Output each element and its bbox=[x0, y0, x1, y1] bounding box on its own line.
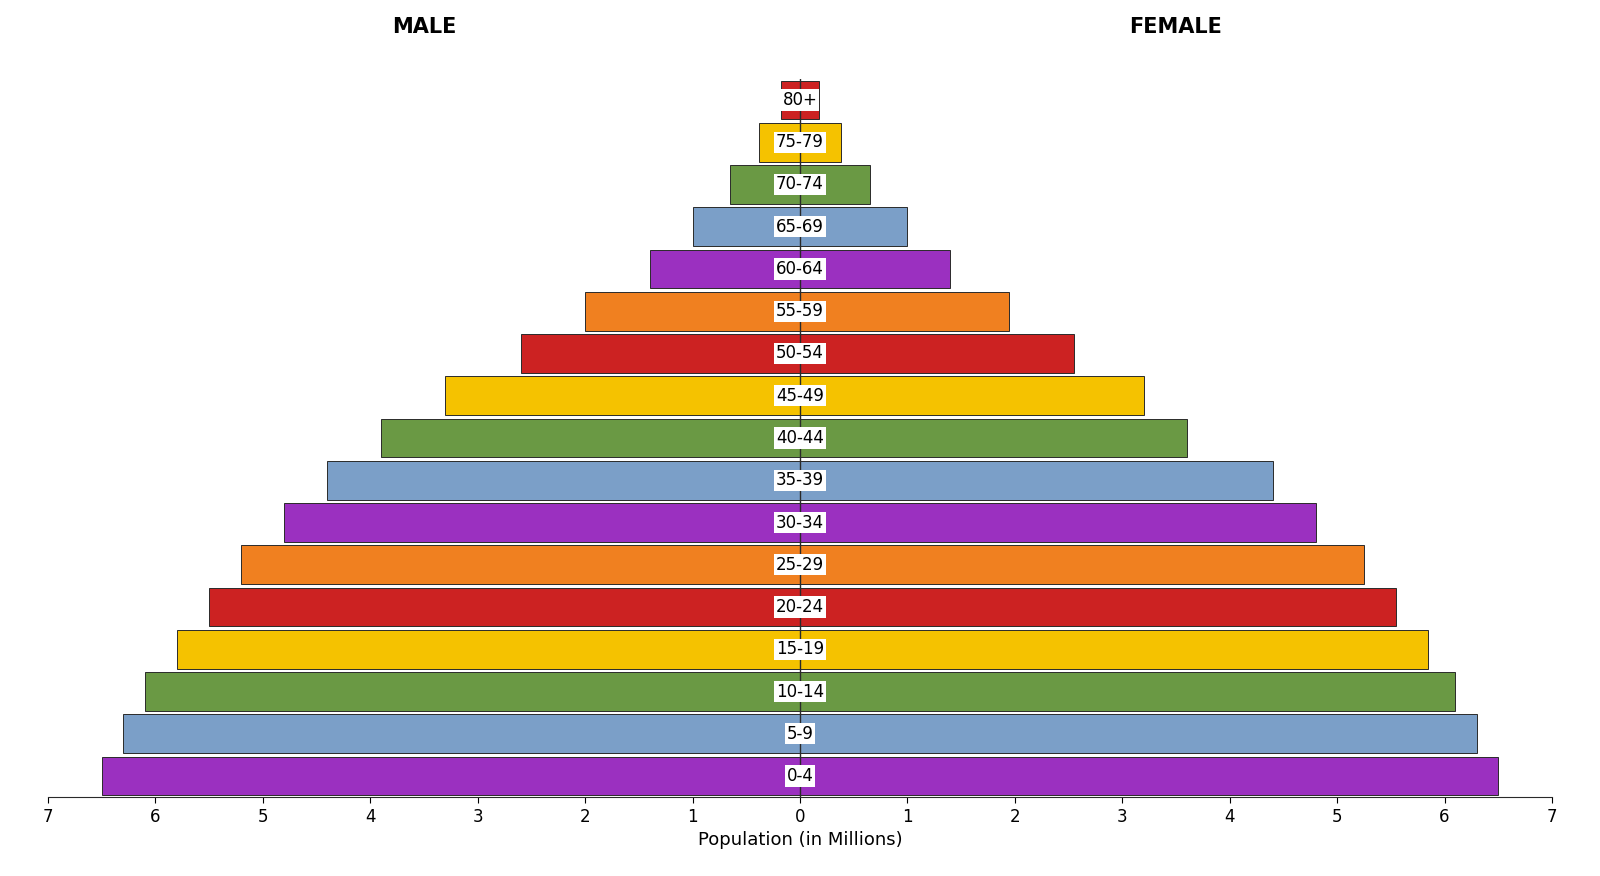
Bar bbox=[800, 292, 1010, 330]
Bar bbox=[328, 461, 800, 499]
Text: 70-74: 70-74 bbox=[776, 175, 824, 194]
Text: 10-14: 10-14 bbox=[776, 682, 824, 701]
Bar bbox=[800, 714, 1477, 753]
Bar bbox=[650, 250, 800, 288]
X-axis label: Population (in Millions): Population (in Millions) bbox=[698, 831, 902, 849]
Bar bbox=[800, 419, 1187, 457]
Bar bbox=[800, 123, 842, 162]
Text: 50-54: 50-54 bbox=[776, 344, 824, 363]
Bar bbox=[800, 546, 1363, 584]
Text: 80+: 80+ bbox=[782, 91, 818, 109]
Bar bbox=[210, 588, 800, 626]
Bar bbox=[800, 377, 1144, 415]
Bar bbox=[800, 250, 950, 288]
Bar bbox=[800, 503, 1315, 542]
Bar bbox=[381, 419, 800, 457]
Bar bbox=[123, 714, 800, 753]
Text: MALE: MALE bbox=[392, 17, 456, 37]
Bar bbox=[800, 757, 1498, 795]
Text: 20-24: 20-24 bbox=[776, 598, 824, 616]
Bar bbox=[242, 546, 800, 584]
Bar bbox=[800, 461, 1272, 499]
Text: 55-59: 55-59 bbox=[776, 302, 824, 321]
Text: 35-39: 35-39 bbox=[776, 471, 824, 490]
Text: 15-19: 15-19 bbox=[776, 640, 824, 658]
Bar bbox=[781, 81, 800, 119]
Bar bbox=[586, 292, 800, 330]
Text: 0-4: 0-4 bbox=[787, 767, 813, 785]
Text: 45-49: 45-49 bbox=[776, 386, 824, 405]
Bar bbox=[800, 334, 1074, 373]
Text: 75-79: 75-79 bbox=[776, 133, 824, 152]
Text: 25-29: 25-29 bbox=[776, 555, 824, 574]
Bar bbox=[800, 165, 870, 204]
Bar bbox=[445, 377, 800, 415]
Text: 40-44: 40-44 bbox=[776, 429, 824, 447]
Bar bbox=[730, 165, 800, 204]
Text: 60-64: 60-64 bbox=[776, 260, 824, 278]
Bar bbox=[758, 123, 800, 162]
Bar bbox=[800, 672, 1456, 711]
Bar bbox=[520, 334, 800, 373]
Bar bbox=[178, 630, 800, 668]
Text: FEMALE: FEMALE bbox=[1130, 17, 1222, 37]
Bar bbox=[693, 208, 800, 246]
Bar bbox=[285, 503, 800, 542]
Text: 5-9: 5-9 bbox=[787, 724, 813, 743]
Bar bbox=[800, 208, 907, 246]
Text: 65-69: 65-69 bbox=[776, 218, 824, 236]
Bar bbox=[800, 630, 1429, 668]
Bar bbox=[102, 757, 800, 795]
Text: 30-34: 30-34 bbox=[776, 513, 824, 532]
Bar bbox=[800, 588, 1397, 626]
Bar bbox=[144, 672, 800, 711]
Bar bbox=[800, 81, 819, 119]
